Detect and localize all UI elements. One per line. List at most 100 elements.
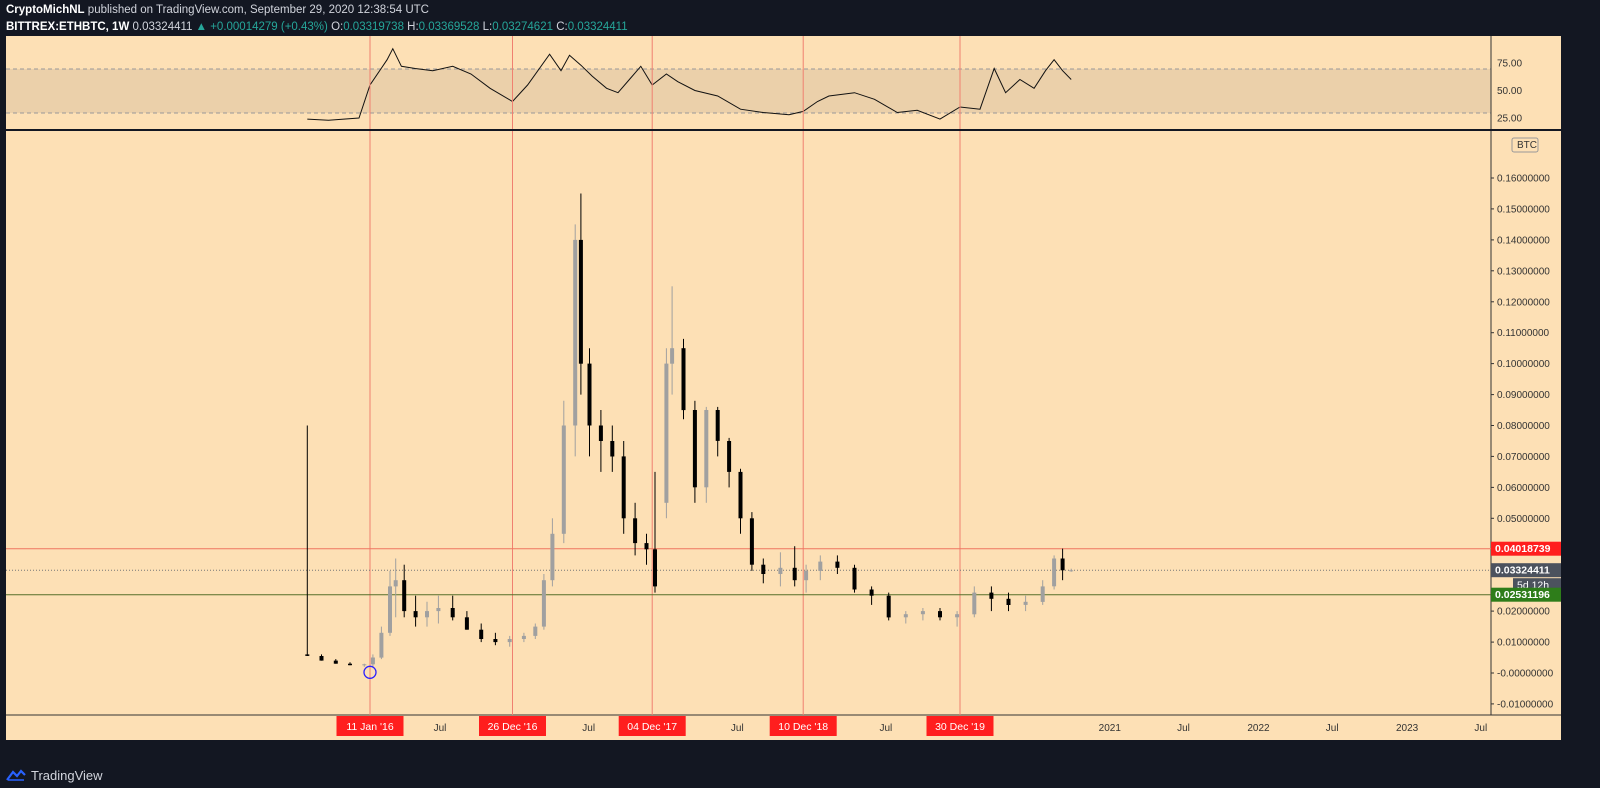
- date-marker-label: 11 Jan '16: [346, 721, 394, 733]
- resistance-price-badge: [1491, 541, 1561, 556]
- rsi-plot: [307, 36, 1072, 129]
- candle-body: [379, 632, 384, 658]
- unit-badge-label: BTC: [1517, 140, 1537, 151]
- candle-body: [348, 663, 352, 666]
- candle-body: [561, 425, 566, 534]
- candle-body: [319, 656, 324, 661]
- candle-body: [393, 580, 398, 587]
- time-tick-label: Jul: [880, 723, 893, 734]
- candle-body: [550, 533, 555, 581]
- candle-body: [938, 611, 942, 618]
- candle-body: [920, 611, 925, 615]
- low-label: L:: [482, 21, 493, 33]
- candle-body: [493, 639, 498, 643]
- date-marker-badge: [926, 716, 994, 736]
- date-marker-label: 04 Dec '17: [627, 721, 677, 733]
- candle-body: [653, 549, 657, 587]
- price-tick-label: 0.12000000: [1497, 297, 1550, 308]
- price-tick-label: -0.01000000: [1497, 699, 1554, 710]
- candle-body: [464, 617, 469, 630]
- open-value: 0.03319738: [343, 21, 404, 33]
- candle-body: [333, 660, 338, 664]
- candle-body: [852, 567, 857, 590]
- date-marker-badge: [336, 716, 404, 736]
- candle-body: [621, 456, 626, 519]
- time-tick-label: 2023: [1396, 723, 1419, 734]
- candle-body: [704, 410, 709, 488]
- candle-body: [587, 363, 592, 426]
- candle-body: [1060, 558, 1065, 571]
- candle-body: [305, 654, 310, 656]
- candle-body: [521, 635, 526, 639]
- candle-body: [727, 441, 732, 472]
- footer-brand[interactable]: TradingView: [31, 767, 103, 783]
- price-change: ▲ +0.00014279 (+0.43%): [195, 21, 328, 33]
- candle-body: [664, 363, 669, 503]
- candle-body: [413, 611, 418, 618]
- symbol-label[interactable]: BITTREX:ETHBTC, 1W: [6, 21, 130, 33]
- price-tick-label: 0.01000000: [1497, 638, 1550, 649]
- price-axis-bg: [1491, 131, 1561, 715]
- time-tick-label: Jul: [731, 723, 744, 734]
- last-price-badge-label: 0.03324411: [1495, 565, 1550, 577]
- candle-body: [610, 441, 615, 457]
- author-name[interactable]: CryptoMichNL: [6, 4, 85, 16]
- candle-body: [715, 410, 720, 441]
- high-value: 0.03369528: [418, 21, 480, 33]
- time-tick-label: Jul: [1326, 723, 1339, 734]
- time-tick-label: Jul: [1177, 723, 1190, 734]
- date-marker-badge: [769, 716, 837, 736]
- candle-body: [533, 626, 538, 636]
- price-tick-label: 0.11000000: [1497, 328, 1550, 339]
- candle-body: [1006, 598, 1011, 605]
- unit-badge: [1511, 137, 1539, 153]
- pane-separator: [6, 129, 1561, 131]
- support-price-badge: [1491, 587, 1561, 602]
- high-label: H:: [407, 21, 419, 33]
- rsi-tick-label: 25.00: [1497, 114, 1522, 125]
- ohlc-line: BITTREX:ETHBTC, 1W 0.03324411 ▲ +0.00014…: [6, 19, 628, 36]
- close-label: C:: [556, 21, 568, 33]
- price-plot: [6, 131, 1491, 715]
- candle-body: [886, 595, 891, 618]
- last-price: 0.03324411: [132, 21, 193, 33]
- time-tick-label: 2021: [1099, 723, 1122, 734]
- candle-body: [778, 567, 783, 574]
- candle-body: [450, 608, 455, 618]
- price-tick-label: 0.07000000: [1497, 452, 1550, 463]
- date-marker-label: 26 Dec '16: [488, 721, 538, 733]
- candle-body: [1069, 570, 1074, 572]
- candle-body: [761, 564, 766, 574]
- date-marker-badge: [618, 716, 686, 736]
- price-tick-label: 0.15000000: [1497, 204, 1550, 215]
- date-marker-badge: [479, 716, 546, 736]
- price-tick-label: 0.08000000: [1497, 421, 1550, 432]
- close-value: 0.03324411: [567, 21, 628, 33]
- price-tick-label: 0.02000000: [1497, 607, 1550, 618]
- candle-body: [989, 592, 994, 599]
- date-marker-label: 30 Dec '19: [935, 721, 985, 733]
- candle-body: [804, 570, 809, 581]
- candle-body: [578, 239, 583, 364]
- date-marker-label: 10 Dec '18: [778, 721, 828, 733]
- support-price-badge-label: 0.02531196: [1495, 589, 1550, 601]
- candle-body: [598, 425, 603, 441]
- candle-body: [749, 518, 754, 565]
- axes: 75.00 50.00 25.00 0.16000000 0.15000000 0.140…: [336, 59, 1561, 736]
- candle-body: [972, 592, 977, 615]
- candle-body: [644, 543, 649, 550]
- rsi-axis-bg: [1491, 36, 1561, 129]
- candle-body: [835, 561, 840, 568]
- last-price-badge: [1491, 563, 1561, 578]
- candle-body: [362, 664, 367, 666]
- candle-body: [869, 589, 874, 596]
- published-text: published on TradingView.com, September …: [87, 4, 429, 16]
- price-tick-label: 0.13000000: [1497, 266, 1550, 277]
- chart-header: CryptoMichNL published on TradingView.co…: [6, 2, 628, 36]
- price-tick-label: 0.16000000: [1497, 174, 1550, 185]
- candle-body: [1052, 558, 1057, 587]
- candle-body: [1040, 586, 1045, 602]
- candle-body: [955, 614, 960, 618]
- publish-line: CryptoMichNL published on TradingView.co…: [6, 2, 628, 19]
